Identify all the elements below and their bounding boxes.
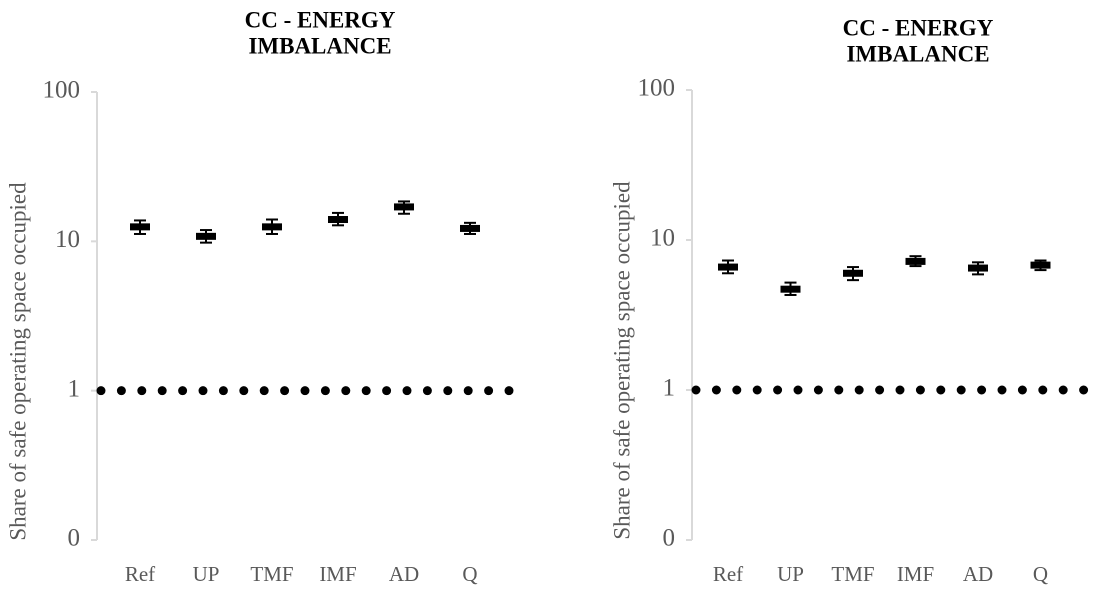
y-axis-label: Share of safe operating space occupied [609, 181, 634, 540]
point-marker [718, 263, 738, 271]
chart-title: CC - ENERGY [245, 7, 396, 32]
x-tick-label: TMF [250, 562, 293, 586]
point-marker [1030, 261, 1051, 269]
x-tick-label: IMF [319, 562, 356, 586]
point-marker [905, 257, 926, 265]
chart-title: IMBALANCE [248, 33, 391, 58]
x-tick-label: Q [1033, 562, 1048, 586]
y-tick-label: 100 [43, 77, 81, 104]
point-marker [130, 223, 150, 231]
point-marker [328, 216, 348, 224]
point-marker [460, 224, 480, 232]
point-marker [968, 264, 988, 272]
x-tick-label: IMF [897, 562, 934, 586]
y-tick-label: 1 [663, 375, 676, 402]
y-tick-label: 0 [663, 525, 676, 552]
chart-title: IMBALANCE [846, 41, 989, 66]
x-tick-label: AD [389, 562, 419, 586]
x-tick-label: UP [193, 562, 220, 586]
point-marker [262, 223, 282, 231]
x-tick-label: AD [963, 562, 993, 586]
point-marker [780, 285, 801, 293]
y-tick-label: 10 [55, 226, 80, 253]
x-tick-label: Ref [125, 562, 155, 586]
x-tick-label: UP [777, 562, 804, 586]
point-marker [843, 269, 863, 277]
x-tick-label: Ref [713, 562, 743, 586]
point-marker [394, 203, 414, 211]
y-tick-label: 1 [68, 375, 81, 402]
y-axis-label: Share of safe operating space occupied [5, 182, 30, 541]
x-tick-label: Q [462, 562, 477, 586]
x-tick-label: TMF [831, 562, 874, 586]
y-tick-label: 10 [650, 225, 675, 252]
y-tick-label: 100 [638, 75, 676, 102]
point-marker [196, 232, 216, 240]
y-tick-label: 0 [68, 525, 81, 552]
chart-title: CC - ENERGY [843, 15, 994, 40]
